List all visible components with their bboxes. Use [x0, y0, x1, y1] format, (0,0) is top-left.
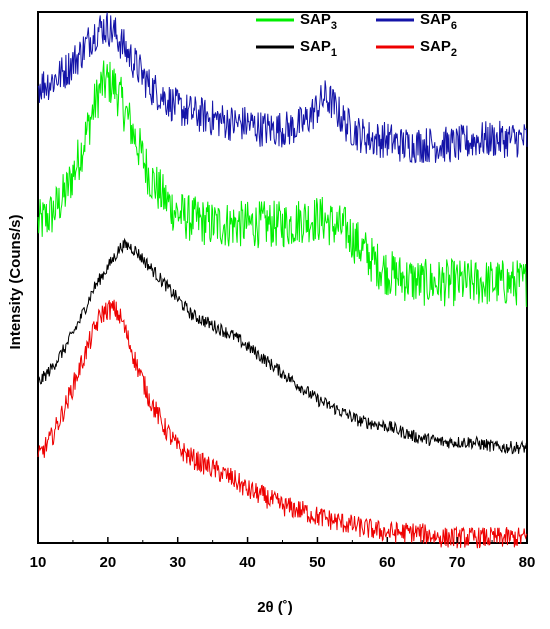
legend-label-sap3: SAP3 [300, 11, 337, 32]
legend-label-sap6: SAP6 [420, 11, 457, 32]
x-tick-label: 70 [449, 554, 466, 571]
x-tick-label: 40 [239, 554, 256, 571]
series-line-sap6 [37, 12, 528, 164]
x-tick-label: 10 [30, 554, 47, 571]
x-tick-label: 50 [309, 554, 326, 571]
x-axis-label: 2θ (˚) [257, 599, 293, 616]
series-line-sap2 [37, 299, 528, 549]
x-tick-label: 60 [379, 554, 396, 571]
x-tick-label: 20 [100, 554, 117, 571]
plot-frame [37, 11, 528, 544]
series-line-sap3 [37, 60, 528, 308]
legend-label-sap2: SAP2 [420, 38, 457, 59]
legend-label-sap1: SAP1 [300, 38, 337, 59]
x-axis: 10 20 30 40 50 60 70 80 [30, 537, 536, 571]
series-layer [37, 12, 528, 549]
legend: SAP3 SAP6 SAP1 SAP2 [256, 11, 457, 59]
series-line-sap1 [37, 237, 528, 455]
x-tick-label: 80 [519, 554, 536, 571]
y-axis-label: Intensity (Couns/s) [7, 214, 24, 349]
x-tick-label: 30 [169, 554, 186, 571]
